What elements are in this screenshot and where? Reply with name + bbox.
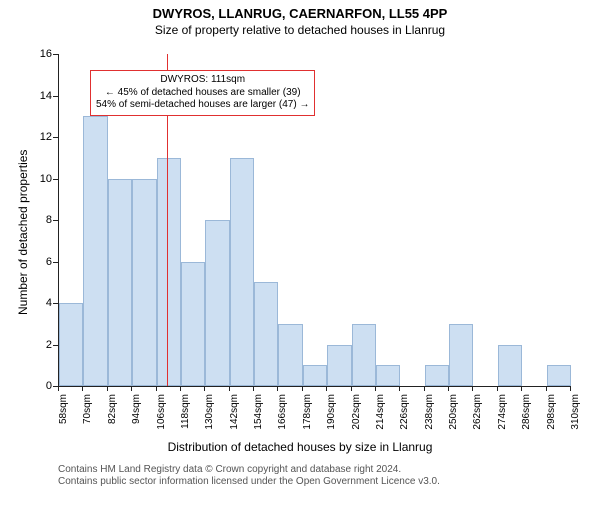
x-tick-mark — [131, 386, 132, 391]
y-tick-mark — [53, 220, 58, 221]
x-tick-label: 214sqm — [375, 394, 386, 434]
y-axis-label: Number of detached properties — [16, 150, 30, 315]
y-tick-mark — [53, 137, 58, 138]
x-tick-label: 262sqm — [472, 394, 483, 434]
x-tick-mark — [253, 386, 254, 391]
y-tick-mark — [53, 345, 58, 346]
y-tick-label: 6 — [30, 256, 52, 268]
chart-subtitle: Size of property relative to detached ho… — [0, 23, 600, 37]
x-tick-mark — [156, 386, 157, 391]
y-tick-label: 14 — [30, 90, 52, 102]
x-tick-mark — [375, 386, 376, 391]
x-tick-mark — [180, 386, 181, 391]
copyright-line-2: Contains public sector information licen… — [58, 476, 440, 488]
histogram-bar — [303, 365, 327, 386]
annotation-line-2: ← 45% of detached houses are smaller (39… — [96, 87, 309, 100]
y-tick-mark — [53, 303, 58, 304]
x-tick-label: 190sqm — [326, 394, 337, 434]
x-axis-label: Distribution of detached houses by size … — [0, 440, 600, 454]
x-tick-label: 250sqm — [448, 394, 459, 434]
histogram-bar — [449, 324, 473, 386]
x-tick-label: 106sqm — [156, 394, 167, 434]
histogram-bar — [327, 345, 351, 387]
x-tick-mark — [204, 386, 205, 391]
histogram-bar — [59, 303, 83, 386]
x-tick-label: 166sqm — [277, 394, 288, 434]
x-tick-mark — [351, 386, 352, 391]
x-tick-mark — [570, 386, 571, 391]
histogram-bar — [498, 345, 522, 387]
x-tick-mark — [302, 386, 303, 391]
histogram-bar — [376, 365, 400, 386]
x-tick-mark — [424, 386, 425, 391]
x-tick-mark — [497, 386, 498, 391]
x-tick-label: 142sqm — [229, 394, 240, 434]
x-tick-label: 298sqm — [546, 394, 557, 434]
x-tick-mark — [229, 386, 230, 391]
x-tick-mark — [546, 386, 547, 391]
y-tick-label: 2 — [30, 339, 52, 351]
x-tick-mark — [472, 386, 473, 391]
x-tick-label: 118sqm — [180, 394, 191, 434]
x-tick-mark — [277, 386, 278, 391]
histogram-bar — [83, 116, 107, 386]
x-tick-label: 178sqm — [302, 394, 313, 434]
histogram-bar — [254, 282, 278, 386]
x-tick-label: 238sqm — [424, 394, 435, 434]
x-tick-mark — [326, 386, 327, 391]
x-tick-mark — [448, 386, 449, 391]
x-tick-label: 130sqm — [204, 394, 215, 434]
x-tick-mark — [58, 386, 59, 391]
histogram-bar — [108, 179, 132, 387]
histogram-bar — [132, 179, 156, 387]
x-tick-mark — [107, 386, 108, 391]
chart-title: DWYROS, LLANRUG, CAERNARFON, LL55 4PP — [0, 6, 600, 21]
x-tick-label: 274sqm — [497, 394, 508, 434]
histogram-bar — [181, 262, 205, 387]
histogram-bar — [205, 220, 229, 386]
x-tick-label: 202sqm — [351, 394, 362, 434]
x-tick-label: 286sqm — [521, 394, 532, 434]
annotation-line-3: 54% of semi-detached houses are larger (… — [96, 99, 309, 112]
x-tick-mark — [82, 386, 83, 391]
x-tick-label: 82sqm — [107, 394, 118, 434]
x-tick-label: 70sqm — [82, 394, 93, 434]
annotation-line-1: DWYROS: 111sqm — [96, 74, 309, 87]
y-tick-mark — [53, 179, 58, 180]
annotation-box: DWYROS: 111sqm ← 45% of detached houses … — [90, 70, 315, 116]
y-tick-label: 0 — [30, 380, 52, 392]
x-tick-mark — [399, 386, 400, 391]
x-tick-label: 154sqm — [253, 394, 264, 434]
histogram-bar — [278, 324, 302, 386]
y-tick-label: 10 — [30, 173, 52, 185]
histogram-bar — [352, 324, 376, 386]
y-tick-label: 16 — [30, 48, 52, 60]
y-tick-label: 8 — [30, 214, 52, 226]
copyright-line-1: Contains HM Land Registry data © Crown c… — [58, 464, 440, 476]
x-tick-label: 58sqm — [58, 394, 69, 434]
y-tick-mark — [53, 262, 58, 263]
copyright-notice: Contains HM Land Registry data © Crown c… — [58, 464, 440, 488]
histogram-bar — [547, 365, 571, 386]
y-tick-label: 12 — [30, 131, 52, 143]
x-tick-label: 94sqm — [131, 394, 142, 434]
y-tick-mark — [53, 54, 58, 55]
histogram-bar — [425, 365, 449, 386]
y-tick-mark — [53, 96, 58, 97]
x-tick-label: 310sqm — [570, 394, 581, 434]
y-tick-label: 4 — [30, 297, 52, 309]
x-tick-label: 226sqm — [399, 394, 410, 434]
histogram-bar — [230, 158, 254, 386]
x-tick-mark — [521, 386, 522, 391]
histogram-bar — [157, 158, 181, 386]
